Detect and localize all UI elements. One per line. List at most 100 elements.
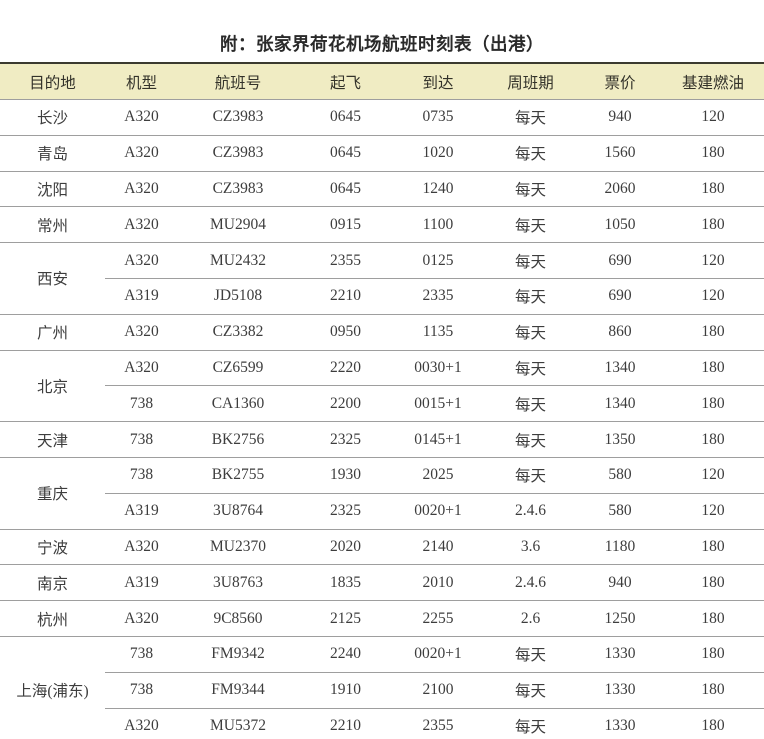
arrival-cell: 0735 xyxy=(393,99,483,136)
destination-cell: 宁波 xyxy=(0,529,105,566)
departure-cell: 0645 xyxy=(298,135,393,172)
fee-cell: 180 xyxy=(662,206,764,244)
aircraft-cell: A320 xyxy=(105,708,178,739)
schedule-cell: 每天 xyxy=(483,636,578,673)
departure-cell: 1835 xyxy=(298,564,393,602)
price-cell: 1330 xyxy=(578,708,662,739)
fee-cell: 120 xyxy=(662,242,764,279)
column-header-aircraft: 机型 xyxy=(105,62,178,100)
column-header-flight-no: 航班号 xyxy=(178,62,298,100)
arrival-cell: 0020+1 xyxy=(393,636,483,673)
price-cell: 690 xyxy=(578,278,662,315)
table-row: 738 FM9344 1910 2100 每天 1330 180 xyxy=(0,672,764,709)
schedule-cell: 每天 xyxy=(483,278,578,315)
destination-cell: 西安 xyxy=(0,242,105,315)
aircraft-cell: 738 xyxy=(105,672,178,709)
aircraft-cell: 738 xyxy=(105,457,178,494)
departure-cell: 0950 xyxy=(298,314,393,351)
schedule-cell: 每天 xyxy=(483,708,578,739)
arrival-cell: 0020+1 xyxy=(393,493,483,530)
destination-cell: 南京 xyxy=(0,564,105,602)
arrival-cell: 2010 xyxy=(393,564,483,602)
departure-cell: 2325 xyxy=(298,493,393,530)
aircraft-cell: A320 xyxy=(105,314,178,351)
aircraft-cell: 738 xyxy=(105,636,178,673)
price-cell: 1340 xyxy=(578,350,662,387)
destination-cell: 重庆 xyxy=(0,457,105,530)
fee-cell: 180 xyxy=(662,171,764,208)
arrival-cell: 2140 xyxy=(393,529,483,566)
fee-cell: 120 xyxy=(662,457,764,494)
departure-cell: 0645 xyxy=(298,171,393,208)
arrival-cell: 0125 xyxy=(393,242,483,279)
aircraft-cell: A320 xyxy=(105,529,178,566)
flight-no-cell: CA1360 xyxy=(178,385,298,423)
price-cell: 2060 xyxy=(578,171,662,208)
column-header-fee: 基建燃油 xyxy=(662,62,764,100)
schedule-cell: 2.6 xyxy=(483,600,578,637)
schedule-cell: 每天 xyxy=(483,314,578,351)
price-cell: 1330 xyxy=(578,672,662,709)
arrival-cell: 2335 xyxy=(393,278,483,315)
schedule-cell: 每天 xyxy=(483,135,578,172)
schedule-cell: 3.6 xyxy=(483,529,578,566)
price-cell: 1560 xyxy=(578,135,662,172)
flight-no-cell: CZ6599 xyxy=(178,350,298,387)
price-cell: 580 xyxy=(578,493,662,530)
fee-cell: 180 xyxy=(662,708,764,739)
destination-cell: 天津 xyxy=(0,421,105,458)
price-cell: 1180 xyxy=(578,529,662,566)
column-header-arrival: 到达 xyxy=(393,62,483,100)
arrival-cell: 0030+1 xyxy=(393,350,483,387)
table-row: 杭州 A320 9C8560 2125 2255 2.6 1250 180 xyxy=(0,600,764,637)
table-row: 北京 A320 CZ6599 2220 0030+1 每天 1340 180 xyxy=(0,350,764,423)
fee-cell: 180 xyxy=(662,350,764,387)
flight-no-cell: BK2755 xyxy=(178,457,298,494)
table-row: 南京 A319 3U8763 1835 2010 2.4.6 940 180 xyxy=(0,564,764,602)
arrival-cell: 2100 xyxy=(393,672,483,709)
table-row: 天津 738 BK2756 2325 0145+1 每天 1350 180 xyxy=(0,421,764,458)
table-row: 宁波 A320 MU2370 2020 2140 3.6 1180 180 xyxy=(0,529,764,566)
schedule-cell: 2.4.6 xyxy=(483,493,578,530)
departure-cell: 2210 xyxy=(298,278,393,315)
schedule-cell: 每天 xyxy=(483,672,578,709)
price-cell: 1250 xyxy=(578,600,662,637)
page-title: 附：张家界荷花机场航班时刻表（出港） xyxy=(220,34,544,54)
table-header-row: 目的地 机型 航班号 起飞 到达 周班期 票价 基建燃油 xyxy=(0,62,764,100)
table-row: 广州 A320 CZ3382 0950 1135 每天 860 180 xyxy=(0,314,764,351)
flight-no-cell: MU2432 xyxy=(178,242,298,279)
table-row: A319 3U8764 2325 0020+1 2.4.6 580 120 xyxy=(0,493,764,530)
arrival-cell: 1240 xyxy=(393,171,483,208)
schedule-cell: 每天 xyxy=(483,99,578,136)
price-cell: 1340 xyxy=(578,385,662,423)
schedule-cell: 每天 xyxy=(483,457,578,494)
flight-no-cell: FM9342 xyxy=(178,636,298,673)
departure-cell: 2020 xyxy=(298,529,393,566)
destination-cell: 青岛 xyxy=(0,135,105,172)
arrival-cell: 2255 xyxy=(393,600,483,637)
fee-cell: 180 xyxy=(662,314,764,351)
departure-cell: 2210 xyxy=(298,708,393,739)
departure-cell: 2240 xyxy=(298,636,393,673)
table-row: A319 JD5108 2210 2335 每天 690 120 xyxy=(0,278,764,315)
departure-cell: 2325 xyxy=(298,421,393,458)
fee-cell: 180 xyxy=(662,564,764,602)
fee-cell: 120 xyxy=(662,99,764,136)
flight-no-cell: CZ3382 xyxy=(178,314,298,351)
column-header-destination: 目的地 xyxy=(0,62,105,100)
aircraft-cell: A320 xyxy=(105,99,178,136)
destination-cell: 沈阳 xyxy=(0,171,105,208)
fee-cell: 120 xyxy=(662,278,764,315)
flight-no-cell: JD5108 xyxy=(178,278,298,315)
aircraft-cell: A320 xyxy=(105,600,178,637)
aircraft-cell: A320 xyxy=(105,242,178,279)
destination-cell: 广州 xyxy=(0,314,105,351)
fee-cell: 180 xyxy=(662,529,764,566)
flight-no-cell: 3U8763 xyxy=(178,564,298,602)
destination-cell: 长沙 xyxy=(0,99,105,136)
arrival-cell: 1135 xyxy=(393,314,483,351)
price-cell: 1350 xyxy=(578,421,662,458)
flight-no-cell: MU2904 xyxy=(178,206,298,244)
schedule-cell: 每天 xyxy=(483,206,578,244)
flight-no-cell: BK2756 xyxy=(178,421,298,458)
